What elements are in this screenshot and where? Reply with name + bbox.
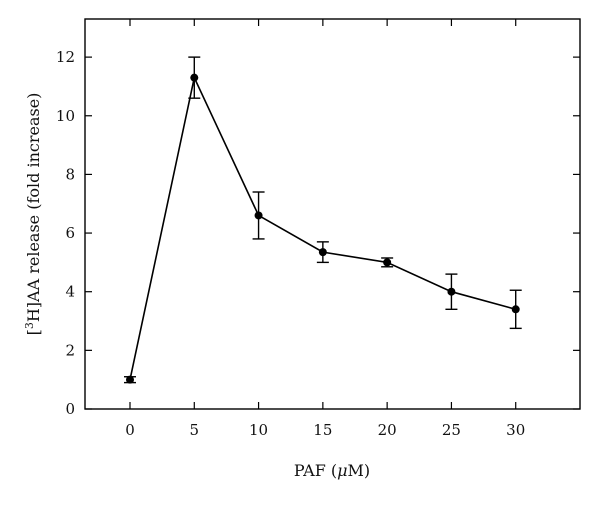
y-tick-label: 6 <box>65 224 75 242</box>
y-tick-label: 0 <box>65 400 75 418</box>
y-axis-title: [3H]AA release (fold increase) <box>23 93 43 336</box>
data-point <box>447 287 456 296</box>
x-tick-label: 10 <box>249 421 268 439</box>
x-tick-label: 30 <box>506 421 525 439</box>
y-tick-label: 8 <box>65 165 75 183</box>
x-tick-label: 25 <box>442 421 461 439</box>
tick-labels: 0 5 10 15 20 25 30 0 2 4 6 8 10 12 <box>56 48 525 439</box>
error-bars <box>124 56 522 384</box>
series-line <box>129 75 516 380</box>
data-point <box>511 305 520 314</box>
data-point <box>318 248 327 257</box>
data-point <box>254 211 263 220</box>
axis-ticks <box>85 19 580 410</box>
data-point <box>383 258 392 267</box>
y-tick-label: 10 <box>56 107 75 125</box>
x-tick-label: 15 <box>313 421 332 439</box>
y-tick-label: 2 <box>65 341 75 359</box>
x-tick-label: 0 <box>125 421 135 439</box>
x-tick-label: 20 <box>378 421 397 439</box>
y-tick-label: 12 <box>56 48 75 66</box>
x-tick-label: 5 <box>190 421 200 439</box>
data-point <box>190 73 199 82</box>
x-axis-title: PAF (μM) <box>294 461 370 480</box>
y-tick-label: 4 <box>65 283 75 301</box>
plot-frame <box>84 18 581 410</box>
data-point <box>126 375 134 384</box>
data-points <box>126 73 520 384</box>
